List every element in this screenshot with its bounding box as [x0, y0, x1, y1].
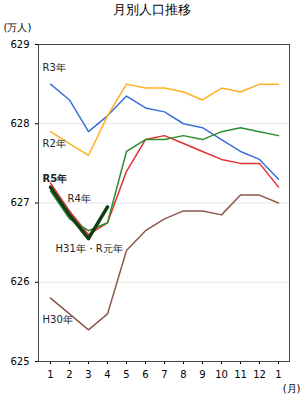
- svg-text:12: 12: [253, 369, 266, 380]
- svg-text:628: 628: [10, 118, 29, 129]
- svg-text:3: 3: [85, 369, 91, 380]
- svg-text:(万人): (万人): [4, 22, 32, 33]
- svg-text:H31年・R元年: H31年・R元年: [56, 243, 123, 254]
- svg-text:R4年: R4年: [68, 193, 91, 204]
- svg-text:5: 5: [123, 369, 129, 380]
- html-text:月別人口推移: 月別人口推移: [112, 2, 191, 17]
- svg-text:(月): (月): [283, 383, 301, 394]
- svg-text:6: 6: [142, 369, 148, 380]
- svg-text:7: 7: [161, 369, 167, 380]
- svg-text:11: 11: [234, 369, 247, 380]
- svg-text:R5年: R5年: [43, 173, 68, 184]
- svg-text:H30年: H30年: [43, 314, 73, 325]
- svg-text:R3年: R3年: [43, 62, 66, 73]
- svg-text:9: 9: [199, 369, 205, 380]
- svg-text:8: 8: [180, 369, 186, 380]
- svg-text:1: 1: [275, 369, 281, 380]
- svg-text:10: 10: [215, 369, 228, 380]
- svg-text:629: 629: [10, 39, 29, 50]
- svg-text:627: 627: [10, 197, 29, 208]
- svg-text:2: 2: [66, 369, 72, 380]
- svg-text:4: 4: [104, 369, 110, 380]
- svg-text:R2年: R2年: [43, 138, 66, 149]
- svg-text:626: 626: [10, 276, 29, 287]
- svg-text:625: 625: [10, 356, 29, 367]
- svg-text:1: 1: [47, 369, 53, 380]
